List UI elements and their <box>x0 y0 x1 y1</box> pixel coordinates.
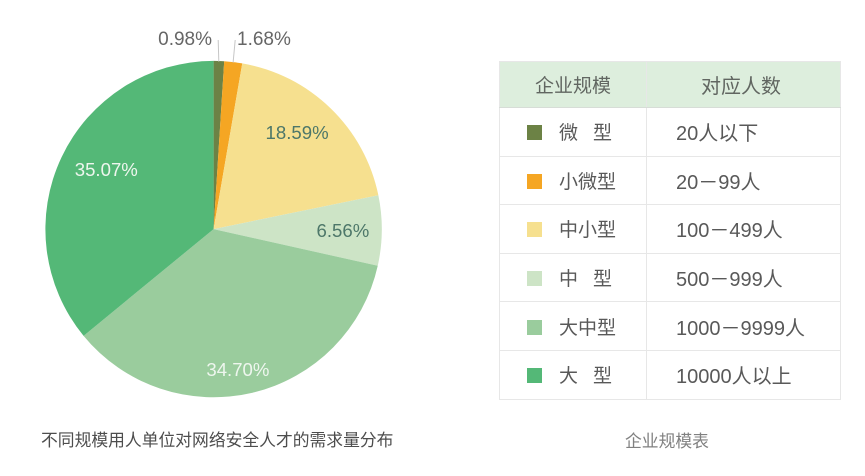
svg-text:1.68%: 1.68% <box>237 29 291 50</box>
svg-text:34.70%: 34.70% <box>206 359 269 380</box>
svg-text:6.56%: 6.56% <box>317 220 370 241</box>
svg-text:35.07%: 35.07% <box>75 159 138 180</box>
svg-text:0.98%: 0.98% <box>158 29 212 50</box>
svg-text:18.59%: 18.59% <box>266 122 329 143</box>
